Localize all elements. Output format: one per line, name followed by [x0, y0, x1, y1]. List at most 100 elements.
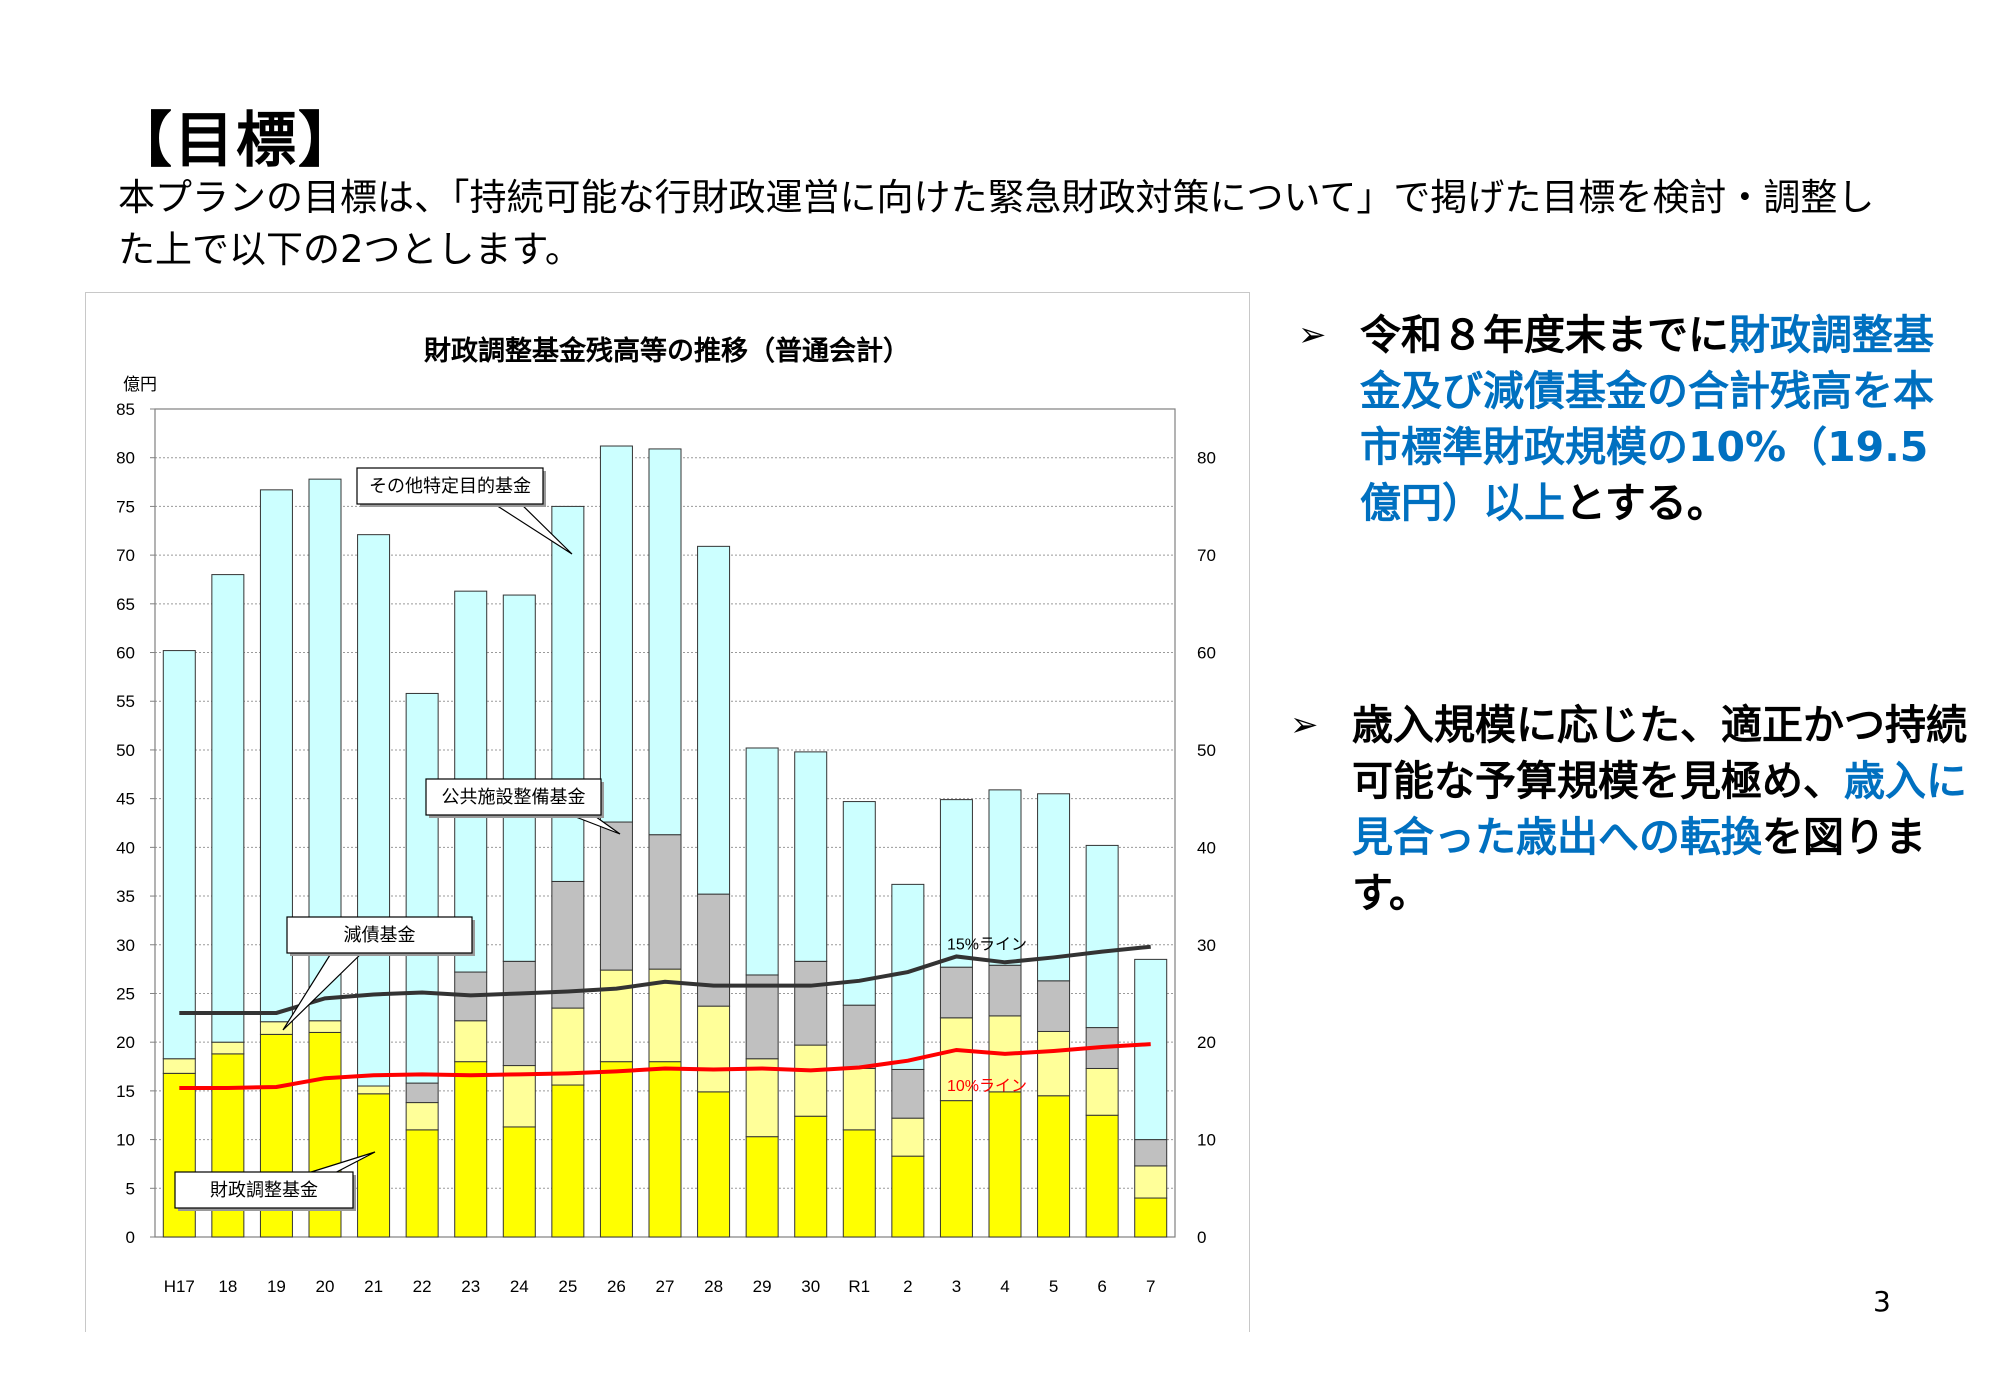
- bar-segment-debt: [891, 1117, 925, 1157]
- x-tick-label: 24: [510, 1277, 529, 1296]
- fund-balance-chart: 財政調整基金残高等の推移（普通会計）億円05101520253035404550…: [116, 335, 1216, 1296]
- bar-segment-debt: [405, 1102, 439, 1131]
- y-tick-label-right: 50: [1197, 741, 1216, 760]
- chart-frame: [85, 292, 1250, 1332]
- y-tick-label-left: 25: [116, 984, 135, 1003]
- bar-segment-other: [1037, 793, 1071, 982]
- bar-segment-other: [551, 505, 585, 882]
- bar-segment-other: [697, 545, 731, 895]
- x-tick-label: 5: [1049, 1277, 1058, 1296]
- line-label-10-percent: 10%ライン: [947, 1078, 1027, 1095]
- y-tick-label-left: 75: [116, 497, 135, 516]
- arrow-bullet-icon: ➢: [1298, 315, 1327, 355]
- bar-segment-public: [599, 821, 633, 971]
- y-tick-label-right: 0: [1197, 1228, 1206, 1247]
- goal-1: ➢ 令和８年度末までに財政調整基金及び減債基金の合計残高を本市標準財政規模の10…: [1298, 307, 1960, 531]
- y-tick-label-left: 5: [126, 1179, 135, 1198]
- bar-segment-public: [697, 893, 731, 1007]
- y-tick-label-left: 45: [116, 790, 135, 809]
- intro-paragraph: 本プランの目標は、「持続可能な行財政運営に向けた緊急財政対策について」で掲げた目…: [118, 176, 1875, 271]
- bar-segment-debt: [162, 1058, 196, 1074]
- x-tick-label: 28: [704, 1277, 723, 1296]
- y-tick-label-right: 20: [1197, 1033, 1216, 1052]
- y-tick-label-left: 85: [116, 400, 135, 419]
- bar-segment-other: [357, 534, 391, 1087]
- x-tick-label: 3: [952, 1277, 961, 1296]
- bar-segment-fiscal: [1085, 1114, 1119, 1238]
- y-tick-label-left: 20: [116, 1033, 135, 1052]
- y-tick-label-left: 50: [116, 741, 135, 760]
- bar-segment-debt: [211, 1041, 245, 1055]
- bar-segment-debt: [1085, 1067, 1119, 1116]
- bar-segment-other: [891, 883, 925, 1070]
- bar-segment-other: [405, 692, 439, 1084]
- bar-segment-fiscal: [1134, 1197, 1168, 1238]
- bar-segment-debt: [1037, 1030, 1071, 1097]
- goal-2: ➢ 歳入規模に応じた、適正かつ持続可能な予算規模を見極め、歳入に見合った歳出への…: [1290, 697, 1972, 921]
- bar-segment-debt: [308, 1020, 342, 1033]
- y-tick-label-right: 30: [1197, 936, 1216, 955]
- x-tick-label: 27: [656, 1277, 675, 1296]
- callout-public-fund-label: 公共施設整備基金: [442, 787, 586, 807]
- y-tick-label-right: 40: [1197, 838, 1216, 857]
- x-tick-label: 30: [801, 1277, 820, 1296]
- bar-segment-debt: [454, 1020, 488, 1063]
- bar-segment-public: [405, 1082, 439, 1104]
- bar-segment-public: [1134, 1139, 1168, 1167]
- x-tick-label: 20: [316, 1277, 335, 1296]
- bar-segment-debt: [357, 1085, 391, 1095]
- y-tick-label-right: 80: [1197, 449, 1216, 468]
- goal-1-highlight: 財政調整基金及び減債基金の合計残高を本市標準財政規模の10%（19.5億円）以上: [1360, 311, 1934, 527]
- y-tick-label-left: 40: [116, 838, 135, 857]
- x-tick-label: 26: [607, 1277, 626, 1296]
- y-tick-label-right: 70: [1197, 546, 1216, 565]
- bar-segment-fiscal: [454, 1061, 488, 1238]
- x-tick-label: 7: [1146, 1277, 1155, 1296]
- bar-segment-fiscal: [551, 1084, 585, 1238]
- bar-segment-public: [842, 1004, 876, 1069]
- bar-segment-public: [891, 1068, 925, 1119]
- x-tick-label: 21: [364, 1277, 383, 1296]
- bar-segment-fiscal: [405, 1129, 439, 1238]
- x-tick-label: 25: [558, 1277, 577, 1296]
- bar-segment-other: [1134, 958, 1168, 1141]
- bar-segment-debt: [794, 1044, 828, 1117]
- page-heading: 【目標】: [112, 106, 360, 176]
- bar-segment-other: [842, 801, 876, 1006]
- line-15-percent: [179, 944, 1151, 1015]
- y-tick-label-left: 10: [116, 1131, 135, 1150]
- bar-segment-debt: [697, 1005, 731, 1093]
- callout-public-fund-joint: [428, 809, 599, 814]
- x-tick-label: 19: [267, 1277, 286, 1296]
- x-tick-label: 2: [903, 1277, 912, 1296]
- bar-segment-fiscal: [162, 1072, 196, 1238]
- goal-2-highlight: 歳入に見合った歳出への転換: [1352, 757, 1967, 861]
- bar-segment-fiscal: [988, 1091, 1022, 1238]
- bar-segment-other: [745, 747, 779, 976]
- bar-segment-other: [939, 799, 973, 968]
- bar-segment-other: [988, 789, 1022, 966]
- bar-segment-public: [794, 960, 828, 1046]
- bar-segment-fiscal: [1037, 1095, 1071, 1238]
- bar-segment-public: [939, 966, 973, 1019]
- bar-segment-fiscal: [502, 1126, 536, 1238]
- bar-segment-other: [794, 751, 828, 962]
- callout-debt-fund-label: 減債基金: [344, 925, 416, 945]
- bar-segment-other: [502, 594, 536, 962]
- bar-segment-other: [648, 448, 682, 836]
- callout-other-fund-joint: [359, 498, 541, 503]
- bar-segment-fiscal: [357, 1093, 391, 1238]
- y-tick-label-left: 35: [116, 887, 135, 906]
- y-tick-label-left: 30: [116, 936, 135, 955]
- line-label-15-percent: 15%ライン: [947, 937, 1027, 954]
- goal-2-text: 歳入規模に応じた、適正かつ持続可能な予算規模を見極め、: [1352, 701, 1967, 805]
- y-tick-label-left: 60: [116, 644, 135, 663]
- bar-segment-debt: [1134, 1165, 1168, 1199]
- y-axis-unit-label: 億円: [123, 375, 157, 394]
- bar-segment-public: [502, 960, 536, 1067]
- bar-segment-public: [648, 834, 682, 970]
- callout-other-fund-label: その他特定目的基金: [369, 476, 531, 496]
- arrow-bullet-icon: ➢: [1290, 705, 1319, 745]
- bar-segment-other: [1085, 844, 1119, 1029]
- goal-2-text-end: を図ります。: [1352, 813, 1926, 917]
